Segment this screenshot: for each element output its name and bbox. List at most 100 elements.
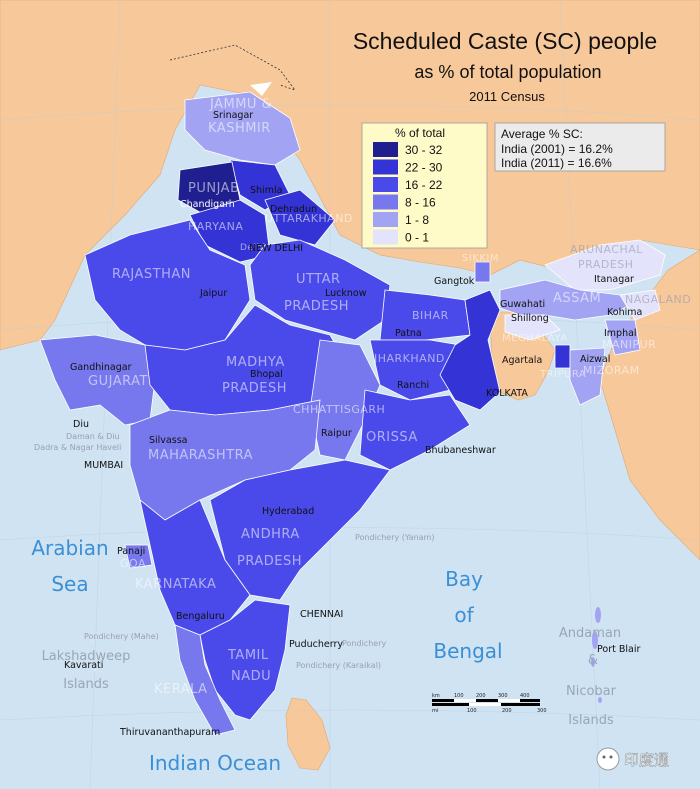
city-kohima: Kohima	[607, 307, 642, 318]
state-kerala[interactable]	[174, 624, 236, 736]
state-uttarakhand[interactable]	[264, 189, 336, 246]
island-lak-1: Lakshadweep	[42, 649, 131, 664]
city-imphal: Imphal	[604, 328, 637, 339]
scale-tick-mi: 300	[537, 708, 547, 714]
city-gandhinagar: Gandhinagar	[70, 362, 132, 373]
andaman-islands	[591, 607, 602, 703]
city-srinagar: Srinagar	[213, 110, 253, 121]
label-mp: MADHYA	[226, 355, 285, 370]
label-tripura: TRIPURA	[539, 369, 586, 380]
scale-tick-km: 200	[476, 693, 486, 699]
city-bhubaneshwar: Bhubaneshwar	[425, 445, 496, 456]
wechat-icon	[596, 747, 620, 771]
scale-tick-km: 400	[520, 693, 530, 699]
city-shillong: Shillong	[511, 313, 549, 324]
average-heading: Average % SC:	[501, 127, 583, 141]
label-rajasthan: RAJASTHAN	[112, 267, 191, 282]
label-ap2: PRADESH	[237, 554, 302, 569]
city-ranchi: Ranchi	[397, 380, 429, 391]
scale-tick-km: km	[432, 693, 440, 699]
label-jk: JAMMU &	[209, 97, 272, 112]
label-ap: ANDHRA	[241, 527, 300, 542]
sea-bay-2: of	[454, 603, 474, 627]
legend-swatch	[373, 229, 398, 245]
faint-dadra: Dadra & Nagar Haveli	[34, 443, 121, 452]
label-punjab: PUNJAB	[188, 181, 240, 196]
city-newdelhi: NEW DELHI	[249, 243, 303, 254]
city-portblair: Port Blair	[597, 644, 640, 655]
city-chandigarh: Chandigarh	[180, 199, 235, 210]
lakshadweep-islands	[90, 638, 100, 672]
state-uttar-pradesh[interactable]	[249, 239, 391, 341]
faint-yanam: Pondichery (Yanam)	[355, 533, 434, 542]
city-thiruvananthapuram: Thiruvananthapuram	[119, 727, 220, 738]
state-meghalaya[interactable]	[504, 314, 561, 341]
scale-tick-mi: mi	[432, 708, 438, 714]
legend: % of total 30 - 32 22 - 30 16 - 22 8 - 16 1 …	[361, 122, 488, 249]
state-nagaland[interactable]	[619, 289, 661, 321]
label-delhi: Delhi	[240, 243, 266, 253]
scale-bar: km 100 200 300 400 mi 100 200 300	[432, 693, 547, 714]
state-sikkim[interactable]	[474, 261, 491, 283]
city-aizwal: Aizwal	[580, 354, 610, 365]
sea-bay-1: Bay	[445, 567, 483, 591]
city-panaji: Panaji	[117, 546, 145, 557]
city-gangtok: Gangtok	[434, 276, 475, 287]
average-2001: India (2001) = 16.2%	[501, 142, 613, 156]
label-manipur: MANIPUR	[602, 338, 656, 351]
state-rajasthan[interactable]	[84, 219, 251, 351]
state-mizoram[interactable]	[569, 347, 606, 406]
city-bhopal: Bhopal	[250, 369, 283, 380]
legend-swatch	[373, 159, 398, 175]
average-2011: India (2011) = 16.6%	[501, 156, 612, 170]
state-goa[interactable]	[124, 544, 153, 569]
faint-daman: Daman & Diu	[66, 432, 120, 441]
state-manipur[interactable]	[604, 319, 641, 356]
scale-tick-mi: 200	[502, 708, 512, 714]
legend-swatch	[373, 142, 398, 157]
label-jk2: KASHMIR	[208, 121, 271, 136]
island-and-2: &	[588, 653, 598, 668]
island-and-4: Islands	[568, 713, 614, 728]
label-chhattisgarh: CHHATTISGARH	[293, 403, 385, 416]
label-mp2: PRADESH	[222, 381, 287, 396]
label-up2: PRADESH	[284, 299, 349, 314]
legend-swatch	[373, 194, 398, 210]
scale-tick-km: 300	[498, 693, 508, 699]
city-kolkata: KOLKATA	[486, 388, 528, 399]
city-jaipur: Jaipur	[199, 288, 227, 299]
title-line3: 2011 Census	[469, 89, 545, 104]
label-uttarakhand: UTTARAKHAND	[265, 212, 353, 225]
city-itanagar: Itanagar	[594, 274, 634, 285]
island-lak-2: Islands	[63, 677, 109, 692]
label-mizoram: MIZORAM	[583, 364, 640, 377]
city-mumbai: MUMBAI	[84, 460, 123, 471]
legend-label: 1 - 8	[405, 213, 429, 227]
state-west-bengal[interactable]	[439, 289, 501, 411]
sea-labels: Arabian Sea Bay of Bengal Indian Ocean	[31, 536, 502, 775]
state-tripura[interactable]	[554, 344, 571, 369]
label-bihar: BIHAR	[412, 309, 449, 322]
state-orissa[interactable]	[359, 389, 471, 471]
average-box: Average % SC: India (2001) = 16.2% India…	[494, 122, 666, 172]
label-tn: TAMIL	[227, 648, 269, 663]
city-shimla: Shimla	[250, 185, 282, 196]
faint-labels: Daman & Diu Dadra & Nagar Haveli Pondich…	[34, 432, 434, 670]
legend-heading: % of total	[395, 126, 445, 140]
label-nagaland: NAGALAND	[625, 293, 691, 306]
label-meghalaya: MEGHALAYA	[502, 333, 568, 344]
title-line2: as % of total population	[414, 62, 601, 82]
island-and-1: Andaman	[559, 626, 621, 641]
sea-arabian-1: Arabian	[31, 536, 108, 560]
legend-label: 16 - 22	[405, 178, 443, 192]
label-goa: GOA	[120, 557, 146, 570]
island-labels: Lakshadweep Islands Andaman & Nicobar Is…	[42, 626, 622, 728]
title-line1: Scheduled Caste (SC) people	[353, 28, 657, 54]
label-sikkim: SIKKIM	[462, 253, 499, 264]
label-maharashtra: MAHARASHTRA	[148, 448, 253, 463]
state-assam[interactable]	[499, 279, 642, 321]
label-assam: ASSAM	[553, 291, 601, 306]
legend-swatch	[373, 177, 398, 192]
disputed-border	[169, 44, 297, 91]
